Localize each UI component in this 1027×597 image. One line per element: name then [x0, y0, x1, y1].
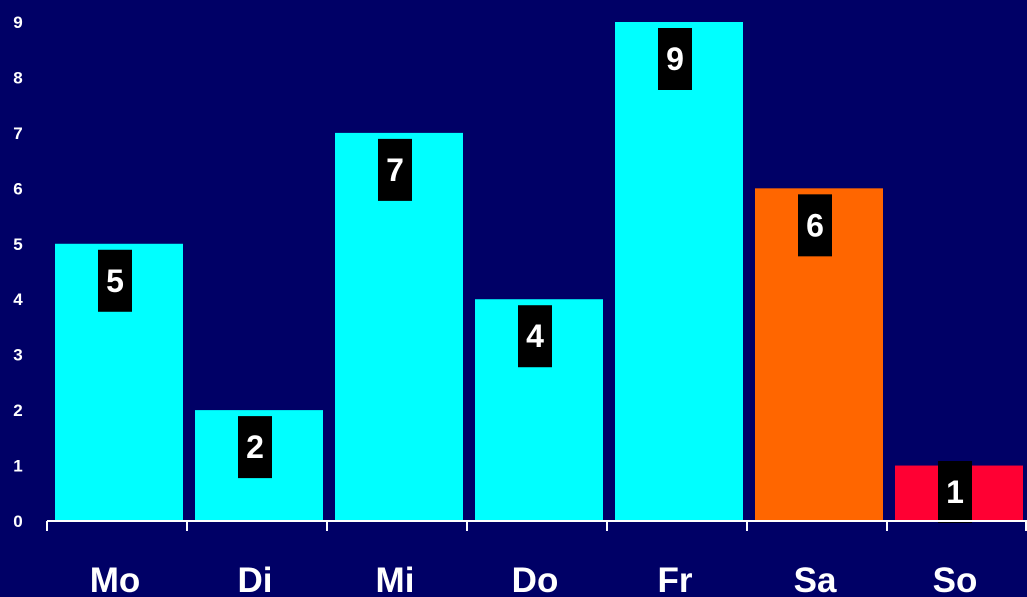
data-label-box	[238, 416, 272, 479]
y-tick-label: 6	[13, 179, 22, 198]
x-axis-ticks: Mo Di Mi Do Fr Sa So	[90, 561, 978, 597]
x-tick-label: Mo	[90, 561, 141, 597]
data-label-di: 2	[238, 416, 272, 479]
bars	[55, 22, 1023, 522]
y-tick-label: 8	[13, 68, 22, 87]
y-tick-label: 2	[13, 401, 22, 420]
y-tick-label: 0	[13, 512, 22, 531]
data-label-mi: 7	[378, 138, 412, 201]
data-label-text: 7	[386, 152, 404, 188]
y-tick-label: 7	[13, 124, 22, 143]
data-label-text: 6	[806, 207, 824, 243]
x-tick-label: Fr	[658, 561, 693, 597]
y-tick-label: 4	[13, 290, 23, 309]
data-label-box	[98, 249, 132, 312]
data-label-box	[798, 194, 832, 257]
y-tick-label: 1	[13, 457, 22, 476]
data-label-mo: 5	[98, 249, 132, 312]
data-label-fr: 9	[658, 28, 692, 90]
data-label-so: 1	[938, 461, 972, 523]
data-label-text: 5	[106, 263, 124, 299]
data-label-box	[938, 461, 972, 523]
data-label-sa: 6	[798, 194, 832, 257]
data-label-text: 1	[946, 474, 964, 510]
data-label-box	[658, 28, 692, 90]
x-tick-label: Sa	[794, 561, 837, 597]
bar-fr	[615, 22, 743, 521]
data-label-text: 4	[526, 318, 544, 354]
data-labels: 5 2 7 4 9 6 1	[98, 28, 972, 523]
data-label-text: 2	[246, 429, 264, 465]
x-tick-label: Di	[238, 561, 273, 597]
data-label-box	[378, 138, 412, 201]
y-tick-label: 5	[13, 235, 22, 254]
data-label-do: 4	[518, 305, 552, 368]
x-tick-label: Do	[512, 561, 559, 597]
y-axis-ticks: 0 1 2 3 4 5 6 7 8 9	[13, 13, 23, 531]
x-axis	[46, 520, 1027, 531]
y-tick-label: 9	[13, 13, 22, 32]
data-label-box	[518, 305, 552, 368]
x-tick-label: Mi	[376, 561, 415, 597]
data-label-text: 9	[666, 41, 684, 77]
x-tick-label: So	[933, 561, 978, 597]
y-tick-label: 3	[13, 346, 22, 365]
